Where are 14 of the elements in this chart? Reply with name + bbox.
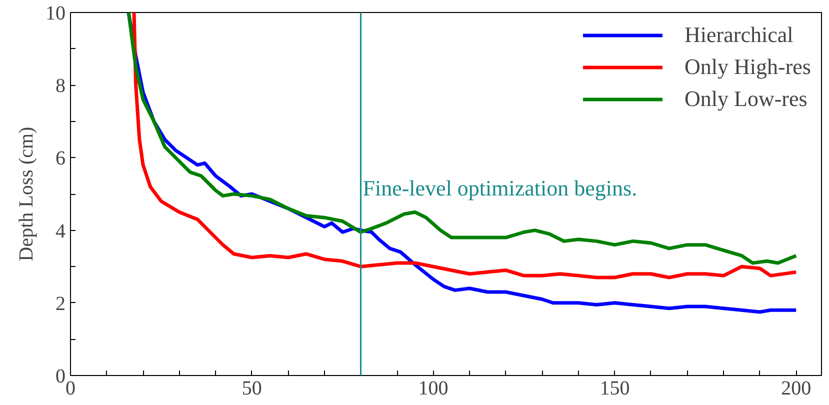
x-tick-label: 100	[418, 378, 448, 400]
y-tick-label: 4	[56, 220, 66, 242]
x-tick-label: 50	[242, 378, 262, 400]
y-tick-label: 6	[56, 148, 66, 170]
ref-line-label: Fine-level optimization begins.	[362, 176, 638, 200]
legend-label: Only High-res	[684, 54, 811, 80]
legend-label: Only Low-res	[684, 86, 808, 112]
y-tick-label: 8	[56, 75, 66, 98]
legend-label: Hierarchical	[684, 22, 794, 48]
x-tick-label: 150	[600, 378, 630, 400]
x-tick-label: 200	[781, 378, 812, 400]
y-tick-label: 10	[46, 2, 66, 24]
y-axis-title: Depth Loss (cm)	[16, 126, 38, 262]
y-tick-label: 2	[56, 292, 66, 315]
